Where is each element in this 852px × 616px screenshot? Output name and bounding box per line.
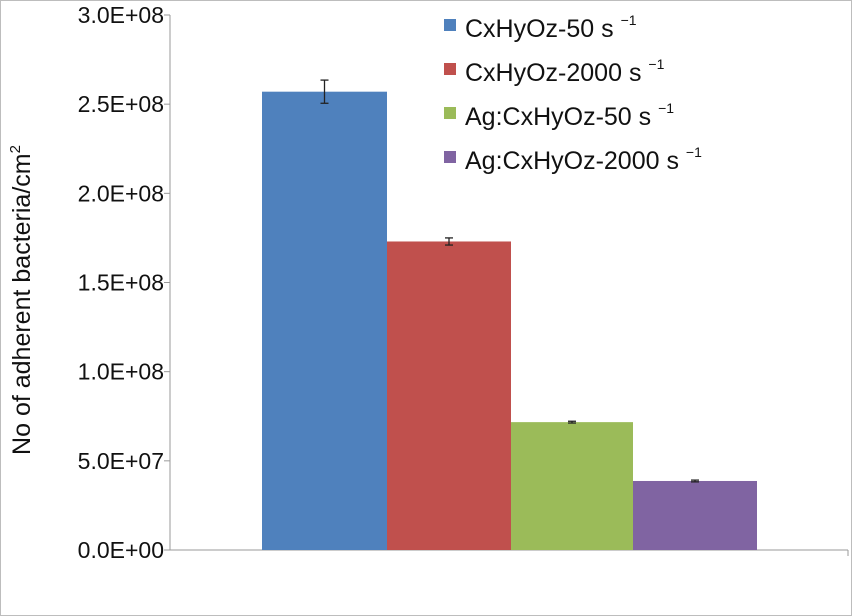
bar xyxy=(633,480,757,550)
y-axis-label-superscript: 2 xyxy=(7,145,24,153)
y-axis: 0.0E+00 5.0E+07 1.0E+08 1.5E+08 2.0E+08 2.5E+… xyxy=(78,2,849,563)
legend-swatch xyxy=(444,19,456,31)
legend-label-text: Ag:CxHyOz-2000 s xyxy=(465,147,686,175)
legend-label-text: CxHyOz-50 s xyxy=(465,15,621,43)
legend-swatch xyxy=(444,151,456,163)
y-tick-label: 3.0E+08 xyxy=(78,2,164,28)
legend-label-text: CxHyOz-2000 s xyxy=(465,59,648,87)
bar xyxy=(387,241,511,550)
legend-label: CxHyOz-2000 s −1 xyxy=(465,56,665,87)
bar xyxy=(511,422,633,550)
y-tick-label: 2.0E+08 xyxy=(78,180,164,206)
y-tick-label: 1.0E+08 xyxy=(78,359,164,385)
legend-label: Ag:CxHyOz-2000 s −1 xyxy=(465,144,702,175)
legend-label: CxHyOz-50 s −1 xyxy=(465,12,637,43)
y-tick-label: 2.5E+08 xyxy=(78,91,164,117)
bar xyxy=(262,91,387,550)
y-tick-label: 5.0E+07 xyxy=(78,448,164,474)
bars xyxy=(262,79,757,550)
legend-label-superscript: −1 xyxy=(658,100,674,116)
legend-label-superscript: −1 xyxy=(686,144,702,160)
legend-label-text: Ag:CxHyOz-50 s xyxy=(465,103,658,131)
y-tick-label: 1.5E+08 xyxy=(78,270,164,296)
legend-label-superscript: −1 xyxy=(621,12,637,28)
y-tick-label: 0.0E+00 xyxy=(78,537,164,563)
legend-swatch xyxy=(444,107,456,119)
legend-swatch xyxy=(444,63,456,75)
legend-label: Ag:CxHyOz-50 s −1 xyxy=(465,100,674,131)
legend-label-superscript: −1 xyxy=(648,56,664,72)
y-axis-label: No of adherent bacteria/cm2 xyxy=(7,145,36,455)
